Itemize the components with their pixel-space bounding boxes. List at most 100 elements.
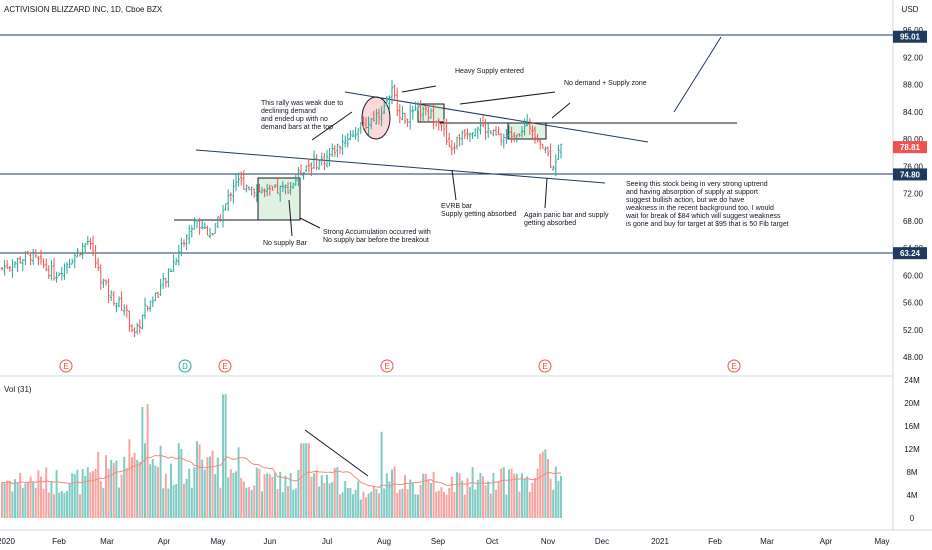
lower-trendline[interactable] <box>195 149 606 184</box>
price-tick-label: 60.00 <box>903 271 924 280</box>
price-bar <box>476 126 479 139</box>
price-bar <box>328 147 331 167</box>
volume-bar <box>131 457 133 518</box>
volume-bar <box>196 441 198 518</box>
volume-bar <box>24 483 27 518</box>
volume-bar <box>495 489 497 518</box>
price-bar <box>201 220 204 230</box>
price-bar <box>435 120 438 127</box>
volume-bar <box>549 478 552 518</box>
event-marker: E <box>59 359 73 373</box>
price-bar <box>193 217 196 230</box>
annotations: Heavy Supply entered No demand + Supply z… <box>261 68 789 247</box>
price-bar <box>463 129 466 140</box>
volume-bar <box>482 476 484 518</box>
volume-bar <box>37 470 40 518</box>
volume-bar <box>401 488 404 518</box>
volume-bar <box>21 488 24 518</box>
price-bar <box>500 132 503 146</box>
volume-bar <box>302 443 305 518</box>
volume-bar <box>248 487 250 518</box>
volume-bar <box>534 477 536 518</box>
volume-bar <box>359 499 362 518</box>
annotation-line: declining demand <box>261 108 316 115</box>
upper-trendline[interactable] <box>344 91 649 143</box>
event-letter: D <box>182 362 188 371</box>
volume-bar <box>526 476 529 518</box>
price-bar <box>409 104 412 130</box>
price-bar <box>346 133 349 148</box>
price-bar <box>484 118 487 140</box>
price-bar <box>65 262 69 274</box>
volume-bar <box>461 480 464 518</box>
price-bar <box>211 232 214 236</box>
price-bar <box>546 146 550 157</box>
volume-bar <box>515 473 518 518</box>
volume-bar <box>375 488 378 518</box>
price-bar <box>208 227 212 239</box>
event-letter: E <box>222 362 227 371</box>
annotation-line: EVRB bar <box>441 203 473 210</box>
volume-bar <box>209 456 211 518</box>
price-bar <box>16 257 19 272</box>
volume-bar <box>224 394 227 518</box>
time-tick-label: Aug <box>377 537 391 546</box>
annotation-line: This rally was weak due to <box>261 100 343 107</box>
price-bar <box>227 189 230 212</box>
price-bar <box>76 247 79 258</box>
price-bar <box>325 149 329 168</box>
price-bar <box>432 104 435 130</box>
price-bar <box>11 259 14 278</box>
price-bar <box>468 132 472 142</box>
annotation-line: Strong Accumulation occurred with <box>323 229 431 236</box>
volume-bar <box>479 472 482 518</box>
volume-bar <box>79 494 81 518</box>
price-bar <box>242 170 245 190</box>
price-bar <box>203 222 206 230</box>
price-bar <box>492 129 495 137</box>
price-bar <box>180 237 183 257</box>
volume-bar <box>268 474 271 518</box>
volume-bar <box>185 478 188 518</box>
annotation-text: No supply Bar <box>263 240 308 247</box>
volume-bar <box>445 494 448 518</box>
volume-bar <box>365 497 367 518</box>
price-bar <box>370 118 373 130</box>
volume-bar <box>115 460 118 518</box>
price-bars <box>0 80 563 338</box>
price-bar <box>401 105 404 120</box>
volume-bar <box>58 492 61 518</box>
price-bar <box>0 267 4 271</box>
target-projection-line[interactable] <box>673 36 722 113</box>
price-tick-label: 76.00 <box>903 162 924 171</box>
event-circle <box>218 359 232 373</box>
volume-tick-label: 8M <box>906 468 917 477</box>
price-bar <box>71 258 74 265</box>
volume-moving-average <box>1 454 562 489</box>
price-bar <box>461 130 464 146</box>
price-bar <box>175 257 178 266</box>
annotation-line: No supply Bar <box>263 240 308 247</box>
price-bar <box>307 158 310 173</box>
volume-bar <box>466 478 469 518</box>
price-bar <box>305 165 308 173</box>
annotation-text: No demand + Supply zone <box>564 80 647 87</box>
volume-bar <box>73 474 76 518</box>
price-bar <box>526 113 529 127</box>
price-bar <box>143 297 147 320</box>
price-labels: 95.01 78.81 74.80 63.24 <box>893 30 927 260</box>
price-bar <box>302 171 305 180</box>
volume-bar <box>349 487 352 518</box>
volume-bar <box>164 473 167 518</box>
volume-bar <box>227 477 230 518</box>
time-tick-label: Nov <box>541 537 555 546</box>
volume-bar <box>1 482 3 518</box>
price-bar <box>50 259 53 281</box>
volume-bar <box>263 474 266 518</box>
volume-bar <box>310 476 313 518</box>
volume-bar <box>372 486 375 518</box>
price-bar <box>510 126 513 143</box>
price-bar <box>91 235 95 257</box>
volume-bar <box>237 447 240 518</box>
